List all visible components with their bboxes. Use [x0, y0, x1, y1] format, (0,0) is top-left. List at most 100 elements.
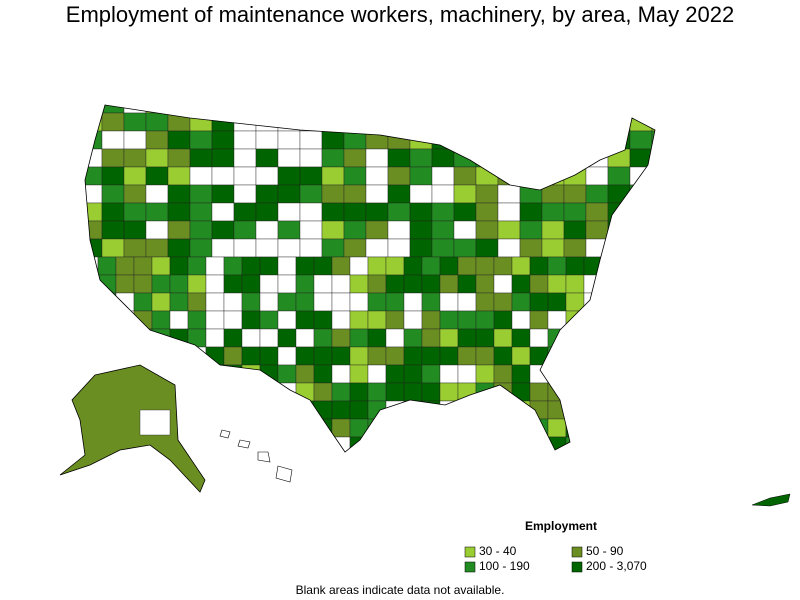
area	[169, 274, 189, 294]
area	[189, 220, 213, 240]
area	[601, 310, 621, 330]
area	[601, 274, 621, 294]
area	[547, 328, 567, 348]
area	[387, 105, 411, 114]
area	[458, 455, 476, 473]
area	[349, 292, 369, 312]
area	[123, 130, 147, 150]
area	[619, 328, 639, 348]
area	[259, 346, 279, 366]
area	[349, 418, 369, 438]
area	[295, 400, 315, 420]
area	[439, 418, 459, 438]
us-outline	[84, 104, 656, 453]
area	[101, 105, 125, 114]
area	[563, 112, 587, 132]
area	[233, 184, 257, 204]
area	[313, 310, 333, 330]
area	[565, 382, 585, 402]
area	[493, 256, 513, 276]
area	[295, 328, 315, 348]
area	[387, 130, 411, 150]
area	[493, 310, 513, 330]
area	[187, 274, 207, 294]
area	[205, 274, 225, 294]
area	[296, 455, 314, 473]
area	[277, 292, 297, 312]
area	[97, 274, 117, 294]
area	[115, 346, 135, 366]
area	[331, 310, 351, 330]
area	[439, 328, 459, 348]
area	[241, 256, 261, 276]
area	[233, 105, 257, 114]
area	[295, 292, 315, 312]
area	[475, 238, 499, 258]
area	[651, 130, 655, 150]
area	[529, 418, 549, 438]
area	[619, 310, 639, 330]
area	[457, 274, 477, 294]
area	[493, 346, 513, 366]
area	[365, 130, 389, 150]
area	[367, 436, 387, 452]
area	[421, 310, 441, 330]
area	[607, 105, 631, 114]
area	[511, 400, 531, 420]
area	[259, 310, 279, 330]
area	[529, 256, 549, 276]
area	[211, 130, 235, 150]
area	[242, 455, 260, 473]
area	[385, 310, 405, 330]
area	[169, 364, 189, 384]
area	[332, 455, 350, 473]
area	[529, 328, 549, 348]
area	[497, 202, 521, 222]
area	[101, 130, 125, 150]
area	[365, 202, 389, 222]
area	[601, 382, 621, 402]
area	[255, 112, 279, 132]
area	[602, 455, 620, 473]
area	[365, 184, 389, 204]
area	[259, 274, 279, 294]
area	[331, 256, 351, 276]
area	[255, 184, 279, 204]
map-title: Employment of maintenance workers, machi…	[66, 2, 734, 27]
area	[656, 383, 674, 401]
area	[583, 418, 603, 438]
area	[409, 130, 433, 150]
area	[409, 148, 433, 168]
area	[583, 436, 603, 452]
area	[637, 346, 655, 366]
area	[299, 105, 323, 114]
area	[493, 400, 513, 420]
area	[233, 238, 257, 258]
area	[475, 364, 495, 384]
area	[123, 220, 147, 240]
area	[607, 238, 631, 258]
area	[187, 346, 207, 366]
area	[321, 166, 345, 186]
area	[497, 148, 521, 168]
area	[349, 364, 369, 384]
area	[233, 202, 257, 222]
area	[583, 400, 603, 420]
area	[656, 329, 674, 347]
area	[255, 220, 279, 240]
area	[295, 256, 315, 276]
area	[343, 112, 367, 132]
area	[457, 328, 477, 348]
area	[145, 148, 169, 168]
area	[497, 166, 521, 186]
area	[601, 328, 621, 348]
area	[547, 274, 567, 294]
area	[299, 202, 323, 222]
area	[101, 166, 125, 186]
area	[211, 238, 235, 258]
area	[637, 382, 655, 402]
area	[547, 346, 567, 366]
area	[601, 436, 621, 452]
area	[656, 419, 674, 437]
area	[277, 346, 297, 366]
